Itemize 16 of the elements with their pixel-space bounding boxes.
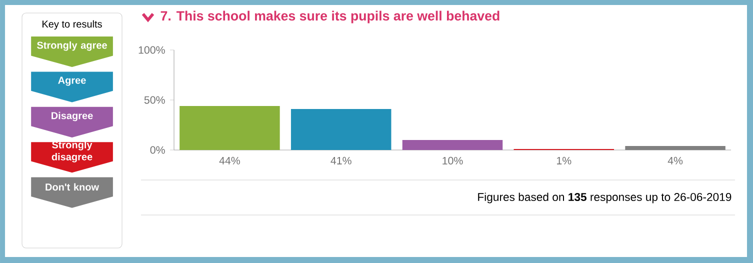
- data-label: 1%: [557, 156, 572, 164]
- text: Disagree: [52, 112, 93, 122]
- data-label: 44%: [219, 156, 240, 164]
- legend-title: Key to results: [42, 20, 102, 30]
- y-tick-label: 100%: [138, 46, 165, 54]
- text: Figures based on 135 responses up to 26-06-2019: [478, 192, 732, 204]
- data-label: 41%: [330, 156, 352, 164]
- data-label: 4%: [668, 156, 683, 164]
- data-label: 10%: [442, 156, 463, 164]
- text: Agree: [58, 76, 86, 86]
- y-tick-label: 50%: [144, 96, 165, 104]
- text: Strongly disagree: [52, 141, 92, 162]
- chart-title: 7. This school makes sure its pupils are well behaved: [160, 10, 500, 24]
- text: Don't know: [46, 183, 100, 191]
- text: Strongly agree: [37, 41, 107, 51]
- y-tick-label: 0%: [150, 146, 165, 154]
